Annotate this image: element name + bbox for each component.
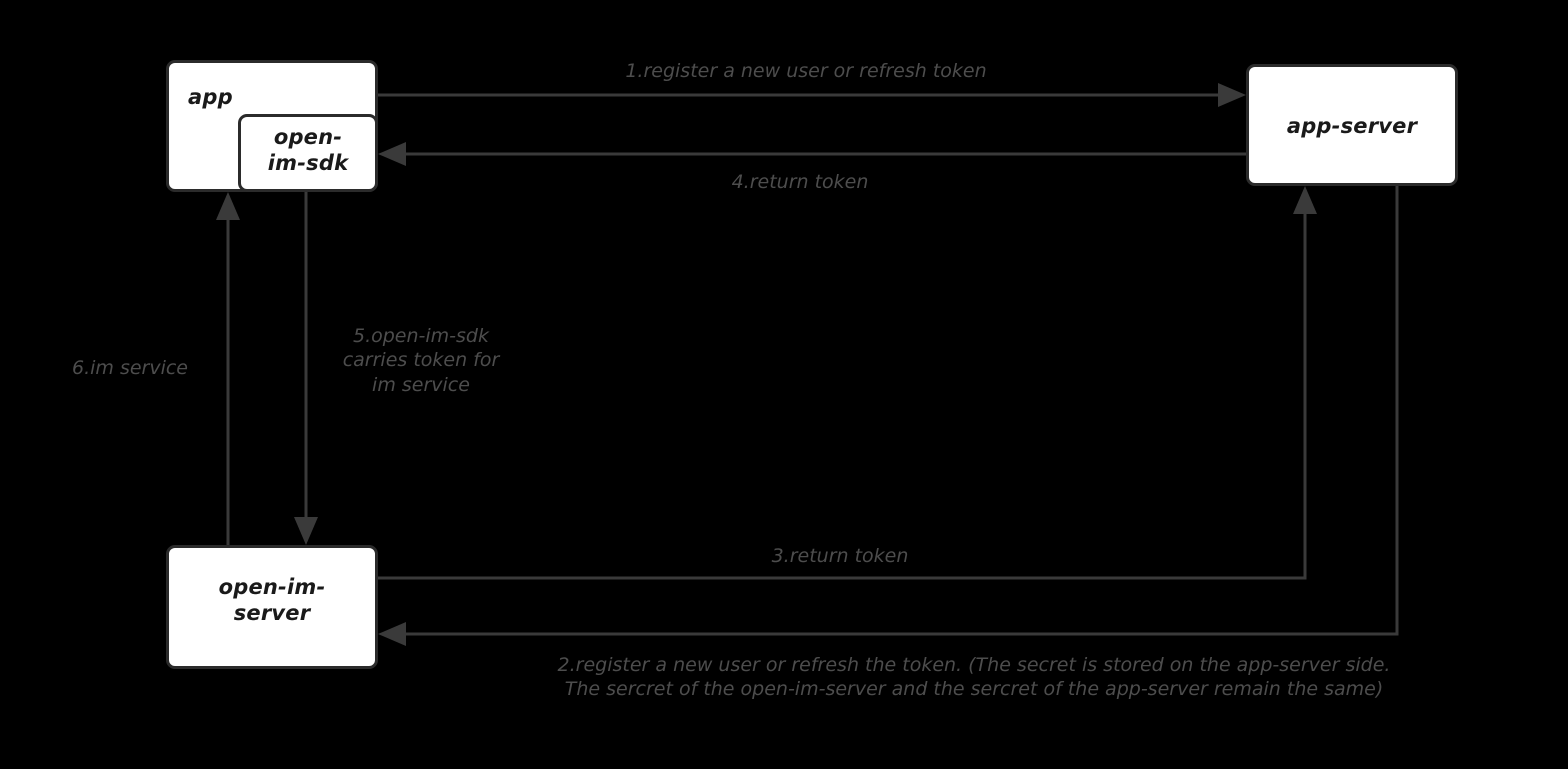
edge-2-connector [378, 186, 1399, 646]
node-open-im-server-label: open-im- server [218, 575, 326, 625]
edge-label-2: 2.register a new user or refresh the tok… [557, 654, 1391, 701]
node-open-im-sdk[interactable] [238, 114, 378, 192]
node-open-im-sdk-label: open- im-sdk [267, 125, 349, 175]
edge-label-4: 4.return token [731, 171, 869, 193]
node-app-server[interactable] [1246, 64, 1458, 186]
edge-4-connector [378, 142, 1246, 166]
edge-label-3: 3.return token [771, 545, 909, 567]
edge-5-connector [294, 192, 318, 545]
node-app-server-label: app-server [1286, 114, 1418, 138]
node-open-im-server[interactable] [166, 545, 378, 669]
edge-label-5: 5.open-im-sdk carries token for im servi… [342, 325, 500, 396]
edge-label-1: 1.register a new user or refresh token [625, 60, 987, 82]
node-app-label: app [188, 85, 233, 109]
edge-1-connector [378, 83, 1246, 107]
edge-label-6: 6.im service [71, 357, 188, 379]
